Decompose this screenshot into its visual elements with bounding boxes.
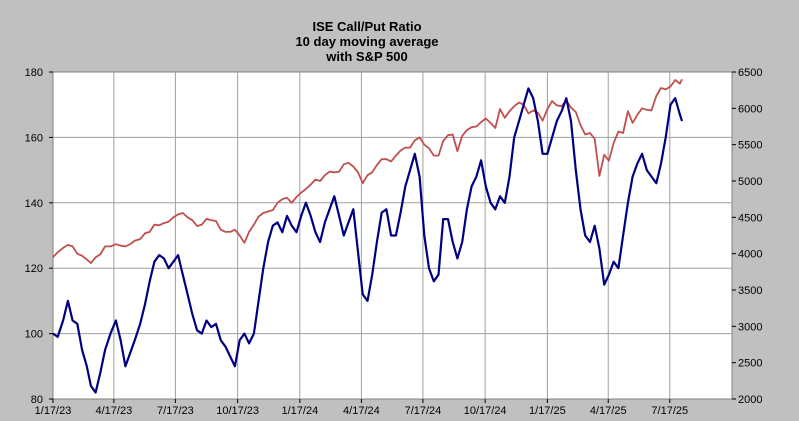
x-tick-label: 4/17/24 (343, 405, 380, 417)
right-tick-label: 3000 (738, 321, 762, 333)
grid (53, 72, 732, 399)
x-tick-label: 1/17/23 (35, 405, 72, 417)
left-tick-label: 120 (25, 263, 43, 275)
x-tick-label: 7/17/25 (651, 405, 688, 417)
right-tick-label: 2000 (738, 394, 762, 406)
sp500-line (52, 78, 683, 264)
left-axis-ticks: 80 100 120 140 160 180 (25, 67, 53, 406)
x-axis-ticks: 1/17/23 4/17/23 7/17/23 10/17/23 1/17/24 4/17… (35, 399, 688, 417)
x-tick-label: 1/17/24 (281, 405, 318, 417)
left-tick-label: 160 (25, 132, 43, 144)
chart-title-line-3: with S&P 500 (325, 49, 407, 64)
chart-title-line-1: ISE Call/Put Ratio (312, 19, 421, 34)
right-tick-label: 5500 (738, 140, 762, 152)
left-tick-label: 180 (25, 67, 43, 79)
right-tick-label: 3500 (738, 285, 762, 297)
right-tick-label: 5000 (738, 176, 762, 188)
right-tick-label: 2500 (738, 358, 762, 370)
call-put-ratio-line (52, 87, 684, 394)
right-tick-label: 6500 (738, 67, 762, 79)
series-layer (52, 78, 684, 394)
left-tick-label: 80 (31, 394, 43, 406)
x-tick-label: 4/17/25 (590, 405, 627, 417)
x-tick-label: 10/17/24 (464, 405, 507, 417)
x-tick-label: 4/17/23 (96, 405, 133, 417)
left-tick-label: 140 (25, 198, 43, 210)
right-tick-label: 6000 (738, 103, 762, 115)
x-tick-label: 10/17/23 (216, 405, 259, 417)
right-tick-label: 4500 (738, 212, 762, 224)
x-tick-label: 7/17/24 (405, 405, 442, 417)
right-tick-label: 4000 (738, 249, 762, 261)
right-axis-ticks: 2000 2500 3000 3500 4000 4500 5000 5500 6000 6500 (732, 67, 762, 406)
left-tick-label: 100 (25, 329, 43, 341)
x-tick-label: 1/17/25 (529, 405, 566, 417)
chart-title-line-2: 10 day moving average (295, 34, 438, 49)
x-tick-label: 7/17/23 (157, 405, 194, 417)
chart-title: ISE Call/Put Ratio 10 day moving average… (295, 19, 438, 64)
